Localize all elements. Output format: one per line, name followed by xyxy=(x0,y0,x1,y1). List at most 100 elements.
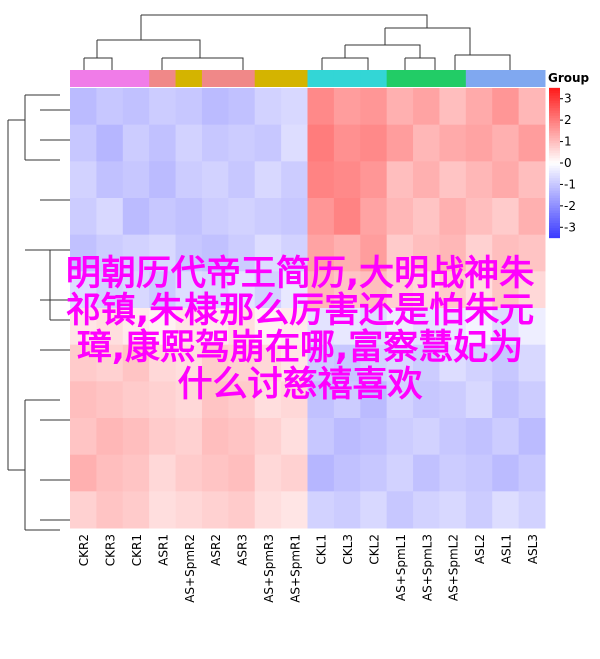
colorbar-step xyxy=(549,140,560,144)
colorbar-step xyxy=(549,230,560,234)
heatmap-cell xyxy=(333,308,361,346)
group-bar xyxy=(96,70,124,87)
colorbar-step xyxy=(549,142,560,146)
colorbar-tick-label: 0 xyxy=(564,156,572,170)
group-legend-title: Group xyxy=(548,71,590,85)
heatmap-cell xyxy=(122,271,150,309)
heatmap-cell xyxy=(518,161,546,199)
colorbar-step xyxy=(549,92,560,96)
heatmap-cell xyxy=(439,234,467,272)
heatmap-cell xyxy=(386,161,414,199)
heatmap-cell xyxy=(439,198,467,236)
colorbar-step xyxy=(549,90,560,94)
heatmap-cell xyxy=(333,344,361,382)
colorbar-step xyxy=(549,210,560,214)
heatmap-cell xyxy=(149,344,177,382)
heatmap-cell xyxy=(413,124,440,162)
heatmap-cell xyxy=(201,271,229,309)
heatmap-cell xyxy=(439,271,467,309)
heatmap-cell xyxy=(254,491,282,529)
title-line: 明朝历代帝王简历,大明战神朱 xyxy=(66,254,535,294)
heatmap-cell xyxy=(281,88,308,126)
heatmap-cell xyxy=(175,381,203,419)
heatmap-cell xyxy=(228,161,256,199)
colorbar-step xyxy=(549,225,560,229)
heatmap-cell xyxy=(281,491,308,529)
group-bar xyxy=(70,70,97,87)
heatmap-cell xyxy=(518,491,546,529)
heatmap-cell xyxy=(413,454,440,492)
column-dendrogram xyxy=(83,14,511,70)
heatmap-cell xyxy=(465,124,493,162)
heatmap-cell xyxy=(228,88,256,126)
heatmap-cell xyxy=(439,454,467,492)
heatmap-cell xyxy=(439,344,467,382)
heatmap-cell xyxy=(175,491,203,529)
heatmap-cell xyxy=(228,491,256,529)
x-tick-label: AS+SpmR3 xyxy=(262,534,276,603)
group-bar xyxy=(465,70,493,87)
heatmap-cell xyxy=(281,454,308,492)
heatmap-cell xyxy=(70,198,97,236)
colorbar-tick-label: -3 xyxy=(564,220,576,234)
heatmap-cell xyxy=(307,308,335,346)
colorbar-step xyxy=(549,157,560,161)
heatmap-cell xyxy=(492,454,520,492)
heatmap-cell xyxy=(228,234,256,272)
heatmap-cell xyxy=(175,161,203,199)
heatmap-cell xyxy=(70,418,97,456)
heatmap-cell xyxy=(228,124,256,162)
x-tick-label: AS+SpmR2 xyxy=(183,534,197,603)
heatmap-cell xyxy=(518,308,546,346)
heatmap-cell xyxy=(149,234,177,272)
colorbar-step xyxy=(549,175,560,179)
heatmap-cell xyxy=(122,234,150,272)
heatmap-cell xyxy=(360,234,388,272)
heatmap-cell xyxy=(70,344,97,382)
colorbar-tick-label: 2 xyxy=(564,113,572,127)
heatmap-cell xyxy=(386,454,414,492)
group-bar xyxy=(360,70,388,87)
heatmap-cell xyxy=(439,124,467,162)
colorbar-step xyxy=(549,102,560,106)
colorbar-step xyxy=(549,170,560,174)
heatmap-cell xyxy=(281,271,308,309)
heatmap-cell xyxy=(175,124,203,162)
colorbar-tick-label: 1 xyxy=(564,135,572,149)
colorbar-step xyxy=(549,107,560,111)
colorbar-step xyxy=(549,152,560,156)
heatmap-cell xyxy=(149,198,177,236)
group-bar xyxy=(175,70,203,87)
heatmap-cell xyxy=(492,344,520,382)
heatmap-cell xyxy=(465,88,493,126)
heatmap-cell xyxy=(228,454,256,492)
colorbar-step xyxy=(549,137,560,141)
colorbar-step xyxy=(549,220,560,224)
heatmap-cell xyxy=(149,454,177,492)
heatmap-cell xyxy=(254,124,282,162)
x-tick-label: ASR2 xyxy=(209,534,223,566)
colorbar-step xyxy=(549,205,560,209)
heatmap-cell xyxy=(413,271,440,309)
colorbar-step xyxy=(549,87,560,91)
heatmap-cell xyxy=(492,308,520,346)
x-tick-label: AS+SpmL3 xyxy=(420,534,434,601)
heatmap-cell xyxy=(96,88,124,126)
colorbar-step xyxy=(549,130,560,134)
heatmap-cell xyxy=(254,418,282,456)
heatmap-cell xyxy=(518,124,546,162)
heatmap-cell xyxy=(149,491,177,529)
colorbar-step xyxy=(549,200,560,204)
group-bar xyxy=(439,70,467,87)
group-bar xyxy=(281,70,308,87)
heatmap-cell xyxy=(201,124,229,162)
heatmap-cell xyxy=(149,381,177,419)
heatmap-cell xyxy=(360,271,388,309)
heatmap-cell xyxy=(70,124,97,162)
heatmap-cell xyxy=(281,234,308,272)
heatmap-cell xyxy=(175,418,203,456)
colorbar-step xyxy=(549,110,560,114)
heatmap-cell xyxy=(333,454,361,492)
heatmap-cell xyxy=(439,161,467,199)
colorbar-step xyxy=(549,115,560,119)
